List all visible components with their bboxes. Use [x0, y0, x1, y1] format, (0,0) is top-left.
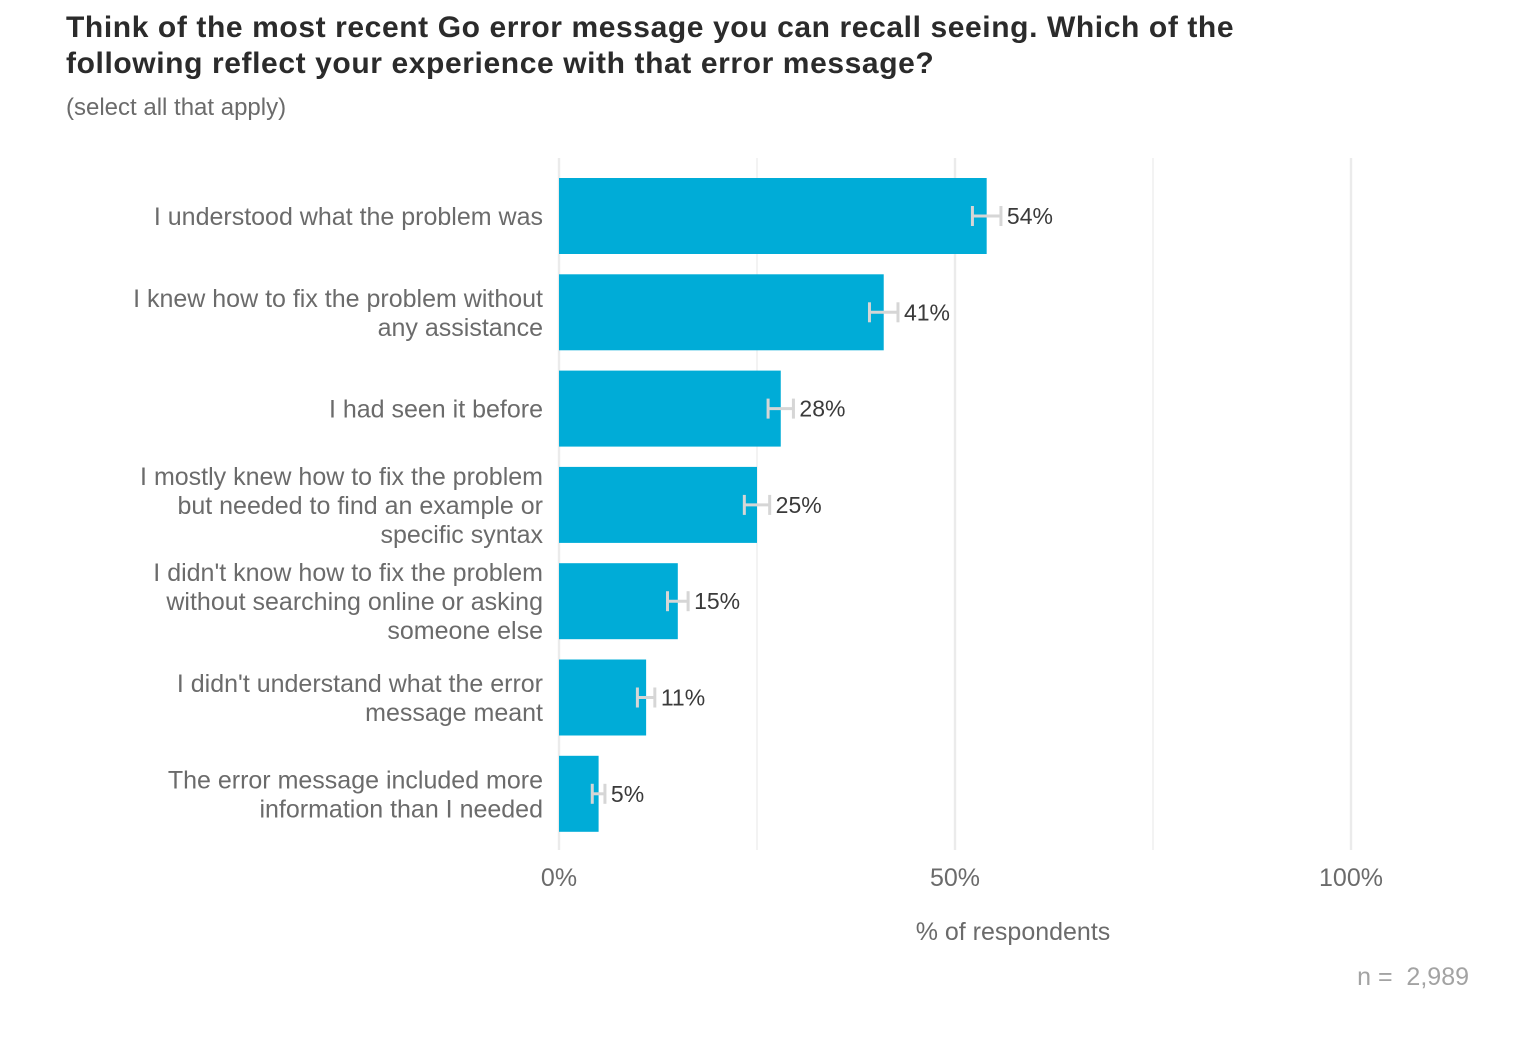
bar	[559, 466, 757, 543]
category-label-line: I understood what the problem was	[154, 203, 543, 231]
x-axis-title: % of respondents	[915, 918, 1111, 946]
category-label: I didn't know how to fix the problem with…	[153, 559, 543, 645]
data-label: 5%	[611, 781, 644, 807]
category-label-line: I had seen it before	[329, 396, 543, 424]
data-label: 54%	[1007, 203, 1053, 229]
category-label: I had seen it before	[329, 396, 543, 424]
category-label-line: message meant	[365, 699, 543, 727]
data-label: 15%	[694, 588, 740, 614]
chart-subtitle: (select all that apply)	[66, 94, 287, 121]
category-label-line: information than I needed	[259, 795, 543, 823]
error-bar	[742, 494, 772, 515]
category-label: I didn't understand what the error messag…	[177, 670, 543, 727]
category-label-line: someone else	[387, 617, 543, 645]
x-tick-label: 0%	[541, 864, 577, 892]
bar-layer	[559, 178, 1003, 832]
category-label-line: I knew how to fix the problem without	[133, 285, 543, 313]
label-layer: 0% 50% 100% 54% I understood what the proble…	[133, 203, 1383, 892]
bar	[559, 178, 987, 254]
chart-title-line-1: Think of the most recent Go error messag…	[66, 11, 1235, 44]
error-bar	[867, 302, 900, 323]
bar	[559, 274, 884, 351]
error-bar	[970, 206, 1003, 226]
bar	[559, 659, 647, 736]
category-label: I understood what the problem was	[154, 203, 543, 231]
category-label-line: I didn't understand what the error	[177, 670, 543, 698]
category-label-line: I didn't know how to fix the problem	[153, 559, 543, 587]
category-label-line: I mostly knew how to fix the problem	[140, 463, 543, 491]
error-bar	[666, 591, 690, 612]
data-label: 41%	[904, 299, 950, 325]
data-label: 25%	[776, 492, 822, 518]
data-label: 11%	[661, 685, 705, 711]
category-label: The error message included more informati…	[168, 766, 543, 823]
sample-size-note: n = 2,989	[1357, 963, 1469, 991]
category-label-line: but needed to find an example or	[177, 492, 543, 520]
category-label-line: The error message included more	[168, 766, 543, 794]
category-label-line: without searching online or asking	[165, 588, 543, 616]
category-label-line: any assistance	[378, 314, 543, 342]
bar	[559, 563, 678, 640]
bar	[559, 370, 781, 447]
x-tick-label: 100%	[1319, 864, 1383, 892]
error-bar	[766, 398, 795, 419]
data-label: 28%	[799, 396, 845, 422]
error-bar	[590, 783, 607, 804]
category-label: I knew how to fix the problem without any…	[133, 285, 543, 342]
error-bar	[635, 687, 657, 708]
x-tick-label: 50%	[930, 864, 980, 892]
category-label: I mostly knew how to fix the problem but …	[140, 463, 543, 549]
category-label-line: specific syntax	[380, 521, 543, 549]
chart-title: Think of the most recent Go error messag…	[66, 10, 1466, 82]
chart-title-line-2: following reflect your experience with t…	[66, 47, 935, 80]
